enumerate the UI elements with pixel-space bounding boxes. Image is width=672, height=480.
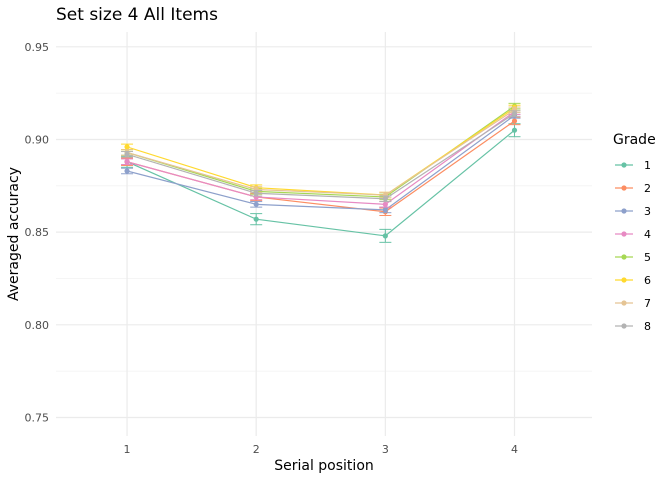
y-tick-label: 0.75 [25, 411, 50, 424]
legend-key-point [621, 162, 627, 168]
x-axis-ticks: 1 2 3 4 [124, 443, 518, 456]
data-point [124, 168, 130, 174]
data-point [253, 216, 259, 222]
series-layer [121, 102, 521, 243]
data-point [382, 233, 388, 239]
series-grade-8 [121, 110, 521, 203]
legend-key-point [621, 300, 627, 306]
series-grade-3 [121, 112, 521, 214]
data-point [124, 144, 130, 150]
y-tick-label: 0.95 [25, 41, 50, 54]
legend-label: 7 [644, 297, 651, 310]
legend-label: 5 [644, 251, 651, 264]
legend-item-4: 4 [615, 228, 651, 241]
legend-label: 4 [644, 228, 651, 241]
data-point [124, 151, 130, 157]
data-point [253, 190, 259, 196]
series-line [126, 120, 515, 213]
series-line [126, 109, 515, 196]
data-point [382, 201, 388, 207]
data-point [124, 159, 130, 165]
legend-key-point [621, 231, 627, 237]
legend-key-point [621, 323, 627, 329]
legend-item-7: 7 [615, 297, 651, 310]
chart-title: Set size 4 All Items [56, 5, 218, 25]
legend-key-point [621, 208, 627, 214]
legend-label: 6 [644, 274, 651, 287]
x-tick-label: 1 [124, 443, 131, 456]
legend-item-1: 1 [615, 159, 651, 172]
legend-label: 3 [644, 205, 651, 218]
legend-item-5: 5 [615, 251, 651, 264]
series-line [126, 114, 515, 211]
data-point [382, 196, 388, 202]
series-grade-6 [121, 104, 521, 199]
legend-key-point [621, 185, 627, 191]
series-line [126, 107, 515, 196]
legend-label: 8 [644, 320, 651, 333]
legend-key-point [621, 254, 627, 260]
legend-label: 1 [644, 159, 651, 172]
data-point [511, 110, 518, 117]
series-grade-7 [121, 106, 521, 199]
data-point [253, 201, 259, 207]
series-line [126, 129, 515, 237]
data-point [511, 118, 518, 124]
x-tick-label: 4 [511, 443, 518, 456]
series-line [126, 113, 515, 200]
legend: Grade 1 2 3 4 5 6 7 8 [613, 132, 656, 333]
y-axis-ticks: 0.75 0.80 0.85 0.90 0.95 [25, 41, 50, 425]
y-tick-label: 0.80 [25, 319, 50, 332]
legend-item-8: 8 [615, 320, 651, 333]
y-tick-label: 0.90 [25, 133, 50, 146]
legend-item-3: 3 [615, 205, 651, 218]
series-line [126, 111, 515, 205]
x-tick-label: 2 [253, 443, 260, 456]
legend-item-2: 2 [615, 182, 651, 195]
legend-label: 2 [644, 182, 651, 195]
legend-key-point [621, 277, 627, 283]
data-point [511, 127, 518, 133]
data-point [382, 207, 388, 213]
legend-item-6: 6 [615, 274, 651, 287]
x-tick-label: 3 [382, 443, 389, 456]
x-axis-label: Serial position [274, 458, 374, 474]
y-tick-label: 0.85 [25, 226, 50, 239]
series-grade-1 [121, 123, 521, 243]
grid [56, 32, 592, 436]
legend-title: Grade [613, 132, 656, 148]
y-axis-label: Averaged accuracy [6, 167, 22, 301]
